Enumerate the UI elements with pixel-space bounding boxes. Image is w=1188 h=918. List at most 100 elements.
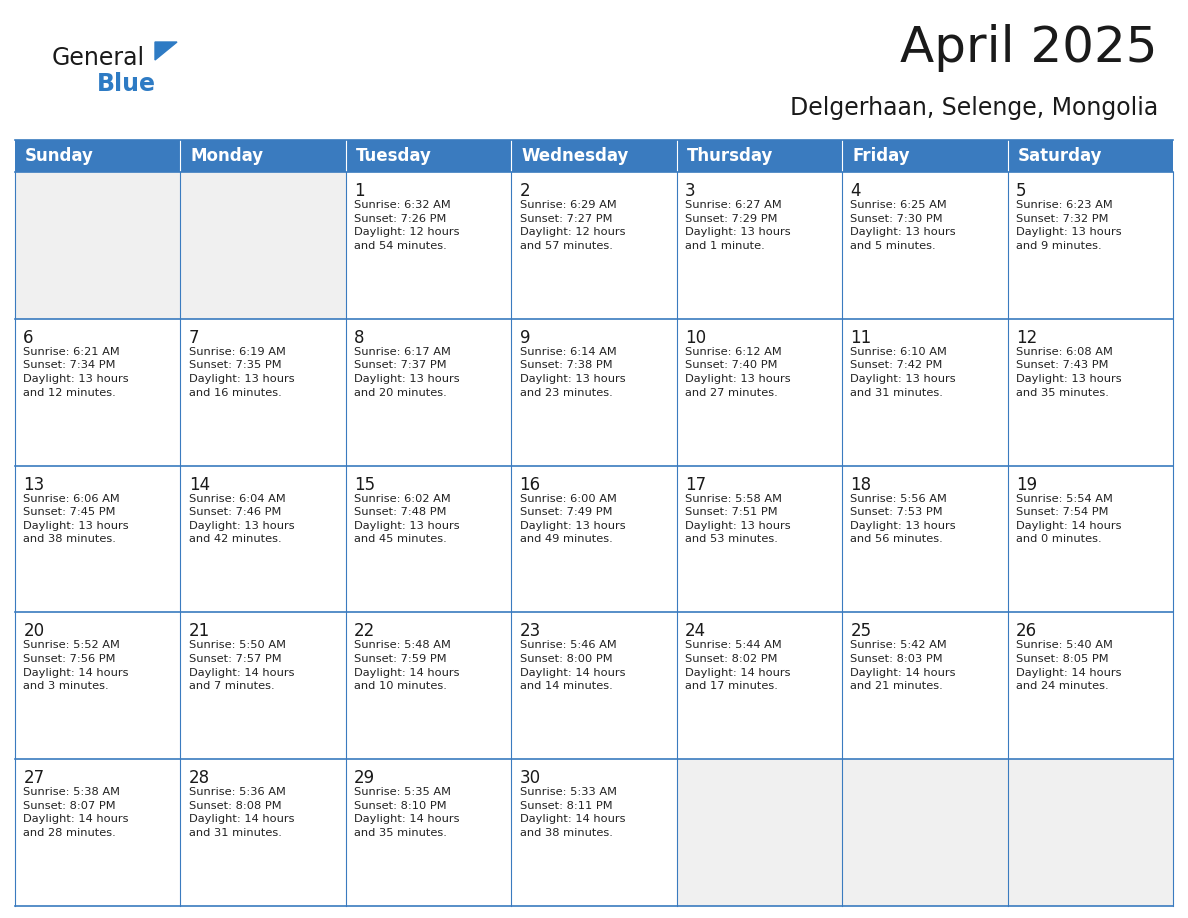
- Bar: [15, 465, 181, 612]
- Bar: [511, 465, 677, 612]
- Text: Sunrise: 5:40 AM
Sunset: 8:05 PM
Daylight: 14 hours
and 24 minutes.: Sunrise: 5:40 AM Sunset: 8:05 PM Dayligh…: [1016, 641, 1121, 691]
- Text: Sunrise: 6:06 AM
Sunset: 7:45 PM
Daylight: 13 hours
and 38 minutes.: Sunrise: 6:06 AM Sunset: 7:45 PM Dayligh…: [24, 494, 128, 544]
- Text: 4: 4: [851, 182, 861, 200]
- Text: 5: 5: [1016, 182, 1026, 200]
- Text: Sunrise: 6:12 AM
Sunset: 7:40 PM
Daylight: 13 hours
and 27 minutes.: Sunrise: 6:12 AM Sunset: 7:40 PM Dayligh…: [685, 347, 790, 397]
- Text: Sunrise: 5:42 AM
Sunset: 8:03 PM
Daylight: 14 hours
and 21 minutes.: Sunrise: 5:42 AM Sunset: 8:03 PM Dayligh…: [851, 641, 956, 691]
- Text: Sunrise: 6:10 AM
Sunset: 7:42 PM
Daylight: 13 hours
and 31 minutes.: Sunrise: 6:10 AM Sunset: 7:42 PM Dayligh…: [851, 347, 956, 397]
- Text: Sunrise: 6:32 AM
Sunset: 7:26 PM
Daylight: 12 hours
and 54 minutes.: Sunrise: 6:32 AM Sunset: 7:26 PM Dayligh…: [354, 200, 460, 251]
- Bar: [181, 465, 346, 612]
- Text: 14: 14: [189, 476, 210, 494]
- Bar: [511, 140, 677, 172]
- Text: Sunrise: 5:58 AM
Sunset: 7:51 PM
Daylight: 13 hours
and 53 minutes.: Sunrise: 5:58 AM Sunset: 7:51 PM Dayligh…: [685, 494, 790, 544]
- Bar: [1007, 612, 1173, 759]
- Text: 27: 27: [24, 769, 44, 788]
- Text: 22: 22: [354, 622, 375, 641]
- Bar: [346, 465, 511, 612]
- Text: Sunrise: 6:29 AM
Sunset: 7:27 PM
Daylight: 12 hours
and 57 minutes.: Sunrise: 6:29 AM Sunset: 7:27 PM Dayligh…: [519, 200, 625, 251]
- Bar: [677, 465, 842, 612]
- Text: Sunrise: 6:14 AM
Sunset: 7:38 PM
Daylight: 13 hours
and 23 minutes.: Sunrise: 6:14 AM Sunset: 7:38 PM Dayligh…: [519, 347, 625, 397]
- Text: 17: 17: [685, 476, 706, 494]
- Text: 9: 9: [519, 329, 530, 347]
- Text: 23: 23: [519, 622, 541, 641]
- Text: 30: 30: [519, 769, 541, 788]
- Bar: [181, 172, 346, 319]
- Text: Sunrise: 6:00 AM
Sunset: 7:49 PM
Daylight: 13 hours
and 49 minutes.: Sunrise: 6:00 AM Sunset: 7:49 PM Dayligh…: [519, 494, 625, 544]
- Text: Tuesday: Tuesday: [355, 147, 431, 165]
- Bar: [842, 319, 1007, 465]
- Bar: [346, 172, 511, 319]
- Text: Monday: Monday: [190, 147, 264, 165]
- Bar: [181, 759, 346, 906]
- Text: Sunrise: 6:27 AM
Sunset: 7:29 PM
Daylight: 13 hours
and 1 minute.: Sunrise: 6:27 AM Sunset: 7:29 PM Dayligh…: [685, 200, 790, 251]
- Bar: [511, 759, 677, 906]
- Text: Sunrise: 6:17 AM
Sunset: 7:37 PM
Daylight: 13 hours
and 20 minutes.: Sunrise: 6:17 AM Sunset: 7:37 PM Dayligh…: [354, 347, 460, 397]
- Text: Sunrise: 5:35 AM
Sunset: 8:10 PM
Daylight: 14 hours
and 35 minutes.: Sunrise: 5:35 AM Sunset: 8:10 PM Dayligh…: [354, 788, 460, 838]
- Text: Sunrise: 5:46 AM
Sunset: 8:00 PM
Daylight: 14 hours
and 14 minutes.: Sunrise: 5:46 AM Sunset: 8:00 PM Dayligh…: [519, 641, 625, 691]
- Text: 18: 18: [851, 476, 872, 494]
- Text: 19: 19: [1016, 476, 1037, 494]
- Text: Sunrise: 6:23 AM
Sunset: 7:32 PM
Daylight: 13 hours
and 9 minutes.: Sunrise: 6:23 AM Sunset: 7:32 PM Dayligh…: [1016, 200, 1121, 251]
- Bar: [181, 319, 346, 465]
- Bar: [15, 612, 181, 759]
- Text: 20: 20: [24, 622, 44, 641]
- Bar: [346, 140, 511, 172]
- Text: 3: 3: [685, 182, 696, 200]
- Text: Sunrise: 6:19 AM
Sunset: 7:35 PM
Daylight: 13 hours
and 16 minutes.: Sunrise: 6:19 AM Sunset: 7:35 PM Dayligh…: [189, 347, 295, 397]
- Text: Saturday: Saturday: [1017, 147, 1102, 165]
- Text: 15: 15: [354, 476, 375, 494]
- Bar: [1007, 465, 1173, 612]
- Text: 16: 16: [519, 476, 541, 494]
- Text: Sunrise: 5:48 AM
Sunset: 7:59 PM
Daylight: 14 hours
and 10 minutes.: Sunrise: 5:48 AM Sunset: 7:59 PM Dayligh…: [354, 641, 460, 691]
- Bar: [842, 172, 1007, 319]
- Bar: [346, 319, 511, 465]
- Bar: [15, 759, 181, 906]
- Text: Blue: Blue: [97, 72, 156, 96]
- Bar: [511, 319, 677, 465]
- Bar: [842, 465, 1007, 612]
- Bar: [677, 759, 842, 906]
- Text: 12: 12: [1016, 329, 1037, 347]
- Text: Sunrise: 5:54 AM
Sunset: 7:54 PM
Daylight: 14 hours
and 0 minutes.: Sunrise: 5:54 AM Sunset: 7:54 PM Dayligh…: [1016, 494, 1121, 544]
- Bar: [346, 759, 511, 906]
- Bar: [346, 612, 511, 759]
- Text: Friday: Friday: [852, 147, 910, 165]
- Text: 1: 1: [354, 182, 365, 200]
- Text: 28: 28: [189, 769, 210, 788]
- Bar: [1007, 759, 1173, 906]
- Bar: [181, 612, 346, 759]
- Text: General: General: [52, 46, 145, 70]
- Bar: [677, 172, 842, 319]
- Text: Sunrise: 5:36 AM
Sunset: 8:08 PM
Daylight: 14 hours
and 31 minutes.: Sunrise: 5:36 AM Sunset: 8:08 PM Dayligh…: [189, 788, 295, 838]
- Text: 24: 24: [685, 622, 706, 641]
- Text: Thursday: Thursday: [687, 147, 773, 165]
- Bar: [842, 612, 1007, 759]
- Text: Sunrise: 5:50 AM
Sunset: 7:57 PM
Daylight: 14 hours
and 7 minutes.: Sunrise: 5:50 AM Sunset: 7:57 PM Dayligh…: [189, 641, 295, 691]
- Bar: [842, 140, 1007, 172]
- Bar: [511, 172, 677, 319]
- Bar: [842, 759, 1007, 906]
- Text: 6: 6: [24, 329, 33, 347]
- Bar: [677, 140, 842, 172]
- Text: Sunrise: 5:56 AM
Sunset: 7:53 PM
Daylight: 13 hours
and 56 minutes.: Sunrise: 5:56 AM Sunset: 7:53 PM Dayligh…: [851, 494, 956, 544]
- Text: Sunrise: 5:44 AM
Sunset: 8:02 PM
Daylight: 14 hours
and 17 minutes.: Sunrise: 5:44 AM Sunset: 8:02 PM Dayligh…: [685, 641, 790, 691]
- Text: Wednesday: Wednesday: [522, 147, 628, 165]
- Bar: [511, 612, 677, 759]
- Text: Sunday: Sunday: [25, 147, 94, 165]
- Text: 29: 29: [354, 769, 375, 788]
- Bar: [1007, 172, 1173, 319]
- Bar: [677, 612, 842, 759]
- Text: Sunrise: 6:08 AM
Sunset: 7:43 PM
Daylight: 13 hours
and 35 minutes.: Sunrise: 6:08 AM Sunset: 7:43 PM Dayligh…: [1016, 347, 1121, 397]
- Bar: [15, 140, 181, 172]
- Text: Sunrise: 5:52 AM
Sunset: 7:56 PM
Daylight: 14 hours
and 3 minutes.: Sunrise: 5:52 AM Sunset: 7:56 PM Dayligh…: [24, 641, 128, 691]
- Text: Sunrise: 6:04 AM
Sunset: 7:46 PM
Daylight: 13 hours
and 42 minutes.: Sunrise: 6:04 AM Sunset: 7:46 PM Dayligh…: [189, 494, 295, 544]
- Text: Delgerhaan, Selenge, Mongolia: Delgerhaan, Selenge, Mongolia: [790, 96, 1158, 120]
- Polygon shape: [154, 42, 177, 60]
- Text: 8: 8: [354, 329, 365, 347]
- Bar: [1007, 319, 1173, 465]
- Text: 25: 25: [851, 622, 872, 641]
- Bar: [15, 319, 181, 465]
- Text: 10: 10: [685, 329, 706, 347]
- Text: 2: 2: [519, 182, 530, 200]
- Text: April 2025: April 2025: [901, 24, 1158, 72]
